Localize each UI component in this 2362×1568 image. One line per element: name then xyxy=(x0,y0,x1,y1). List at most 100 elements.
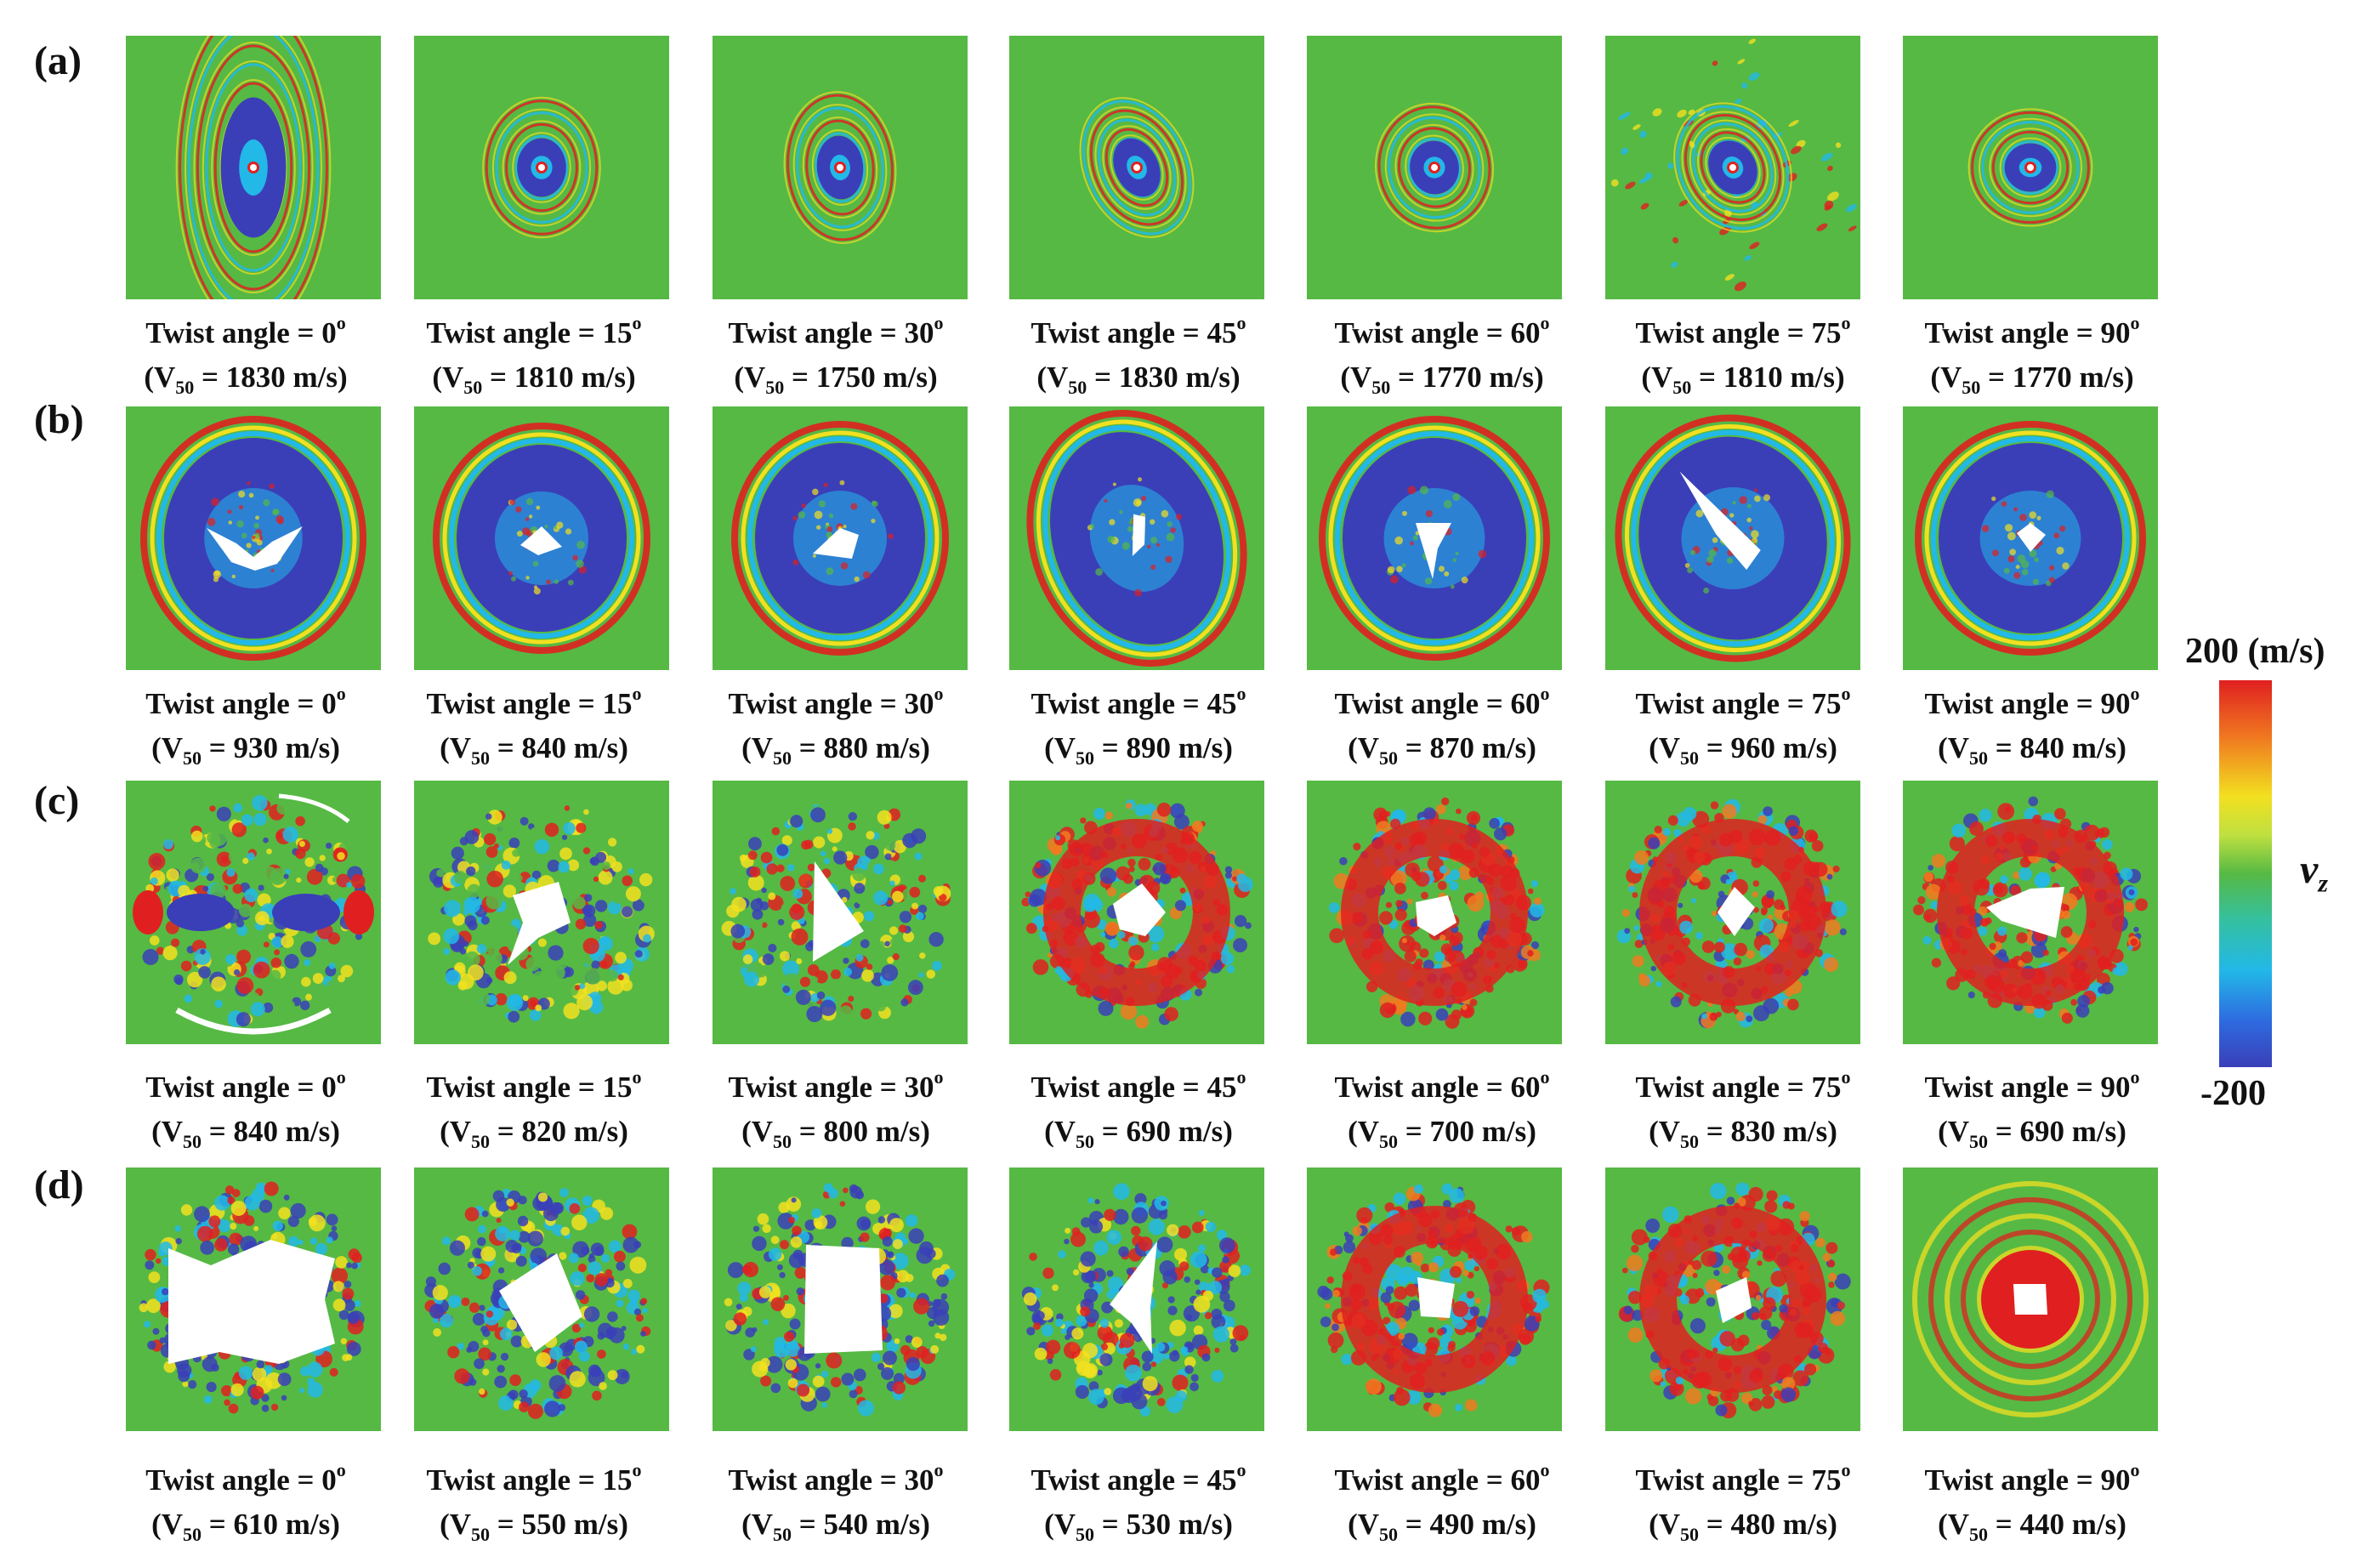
velocity-map-image xyxy=(1605,36,1860,299)
twist-angle-prefix: Twist angle = xyxy=(1635,316,1812,349)
twist-angle-prefix: Twist angle = xyxy=(1334,1071,1511,1104)
v50-value: 1770 xyxy=(1422,361,1482,394)
v50-subscript: 50 xyxy=(1969,1131,1989,1152)
panel-caption: Twist angle = 90o (V50 = 690 m/s) xyxy=(1879,1065,2185,1154)
twist-angle-prefix: Twist angle = xyxy=(426,1071,603,1104)
v50-symbol: V xyxy=(1047,361,1069,394)
v50-line: (V50 = 480 m/s) xyxy=(1649,1508,1837,1545)
colorbar-variable: v xyxy=(2300,847,2319,892)
velocity-map-image xyxy=(1009,36,1264,299)
colorbar-variable-subscript: z xyxy=(2318,869,2328,898)
v50-subscript: 50 xyxy=(183,747,202,769)
v50-symbol: V xyxy=(1357,1508,1380,1541)
v50-subscript: 50 xyxy=(1076,1131,1095,1152)
twist-angle-value: 60 xyxy=(1510,687,1541,720)
degree-mark: o xyxy=(934,312,944,333)
v50-line: (V50 = 800 m/s) xyxy=(741,1115,930,1152)
v50-symbol: V xyxy=(744,361,766,394)
v50-symbol: V xyxy=(154,361,176,394)
twist-angle-line: Twist angle = 60o xyxy=(1289,311,1595,355)
v50-subscript: 50 xyxy=(1379,1524,1399,1545)
twist-angle-line: Twist angle = 45o xyxy=(985,1065,1292,1110)
v50-value: 1750 xyxy=(815,361,876,394)
v50-line: (V50 = 1750 m/s) xyxy=(734,361,938,398)
velocity-map-image xyxy=(1605,781,1860,1044)
v50-subscript: 50 xyxy=(1076,747,1095,769)
twist-angle-prefix: Twist angle = xyxy=(1924,687,2101,720)
v50-line: (V50 = 610 m/s) xyxy=(151,1508,340,1545)
panel-caption: Twist angle = 15o (V50 = 550 m/s) xyxy=(381,1458,687,1547)
panel-caption: Twist angle = 60o (V50 = 490 m/s) xyxy=(1289,1458,1595,1547)
v50-symbol: V xyxy=(1658,731,1681,764)
velocity-map-panel xyxy=(1605,1167,1860,1431)
panel-caption: Twist angle = 30o (V50 = 800 m/s) xyxy=(683,1065,989,1154)
v50-value: 820 xyxy=(521,1115,566,1148)
v50-value: 840 xyxy=(233,1115,278,1148)
twist-angle-line: Twist angle = 75o xyxy=(1590,1458,1896,1503)
twist-angle-value: 75 xyxy=(1811,687,1842,720)
v50-line: (V50 = 700 m/s) xyxy=(1348,1115,1536,1152)
v50-symbol: V xyxy=(1947,731,1970,764)
velocity-map-image xyxy=(126,1167,381,1431)
twist-angle-line: Twist angle = 90o xyxy=(1879,1458,2185,1503)
v50-subscript: 50 xyxy=(1969,747,1989,769)
v50-line: (V50 = 540 m/s) xyxy=(741,1508,930,1545)
velocity-map-image xyxy=(1307,406,1562,670)
velocity-map-image xyxy=(1903,781,2158,1044)
velocity-map-panel xyxy=(1307,1167,1562,1431)
panel-caption: Twist angle = 0o (V50 = 930 m/s) xyxy=(93,682,399,770)
v50-line: (V50 = 870 m/s) xyxy=(1348,731,1536,769)
degree-mark: o xyxy=(336,1066,346,1088)
twist-angle-prefix: Twist angle = xyxy=(1635,1463,1812,1497)
twist-angle-prefix: Twist angle = xyxy=(728,687,905,720)
v50-subscript: 50 xyxy=(1371,377,1391,398)
velocity-map-image xyxy=(126,406,381,670)
degree-mark: o xyxy=(336,312,346,333)
twist-angle-prefix: Twist angle = xyxy=(728,1071,905,1104)
v50-subscript: 50 xyxy=(1068,377,1087,398)
twist-angle-prefix: Twist angle = xyxy=(1031,1071,1207,1104)
twist-angle-value: 30 xyxy=(904,1463,934,1497)
twist-angle-prefix: Twist angle = xyxy=(145,1463,322,1497)
twist-angle-value: 45 xyxy=(1207,1071,1237,1104)
twist-angle-prefix: Twist angle = xyxy=(1031,687,1207,720)
colorbar-min-label: -200 xyxy=(2200,1074,2266,1113)
v50-unit: m/s xyxy=(1170,1115,1224,1148)
degree-mark: o xyxy=(1841,312,1851,333)
v50-subscript: 50 xyxy=(1680,1131,1700,1152)
velocity-map-panel xyxy=(1605,36,1860,299)
v50-value: 440 xyxy=(2019,1508,2064,1541)
v50-symbol: V xyxy=(161,1115,184,1148)
twist-angle-value: 30 xyxy=(904,316,934,349)
velocity-map-panel xyxy=(126,36,381,299)
v50-line: (V50 = 960 m/s) xyxy=(1649,731,1837,769)
panel-caption: Twist angle = 15o (V50 = 1810 m/s) xyxy=(381,311,687,400)
v50-value: 690 xyxy=(2019,1115,2064,1148)
v50-value: 930 xyxy=(233,731,278,764)
v50-line: (V50 = 550 m/s) xyxy=(440,1508,628,1545)
twist-angle-value: 90 xyxy=(2100,1071,2131,1104)
v50-unit: m/s xyxy=(1774,731,1828,764)
velocity-map-image xyxy=(1009,1167,1264,1431)
v50-value: 840 xyxy=(521,731,566,764)
velocity-map-image xyxy=(713,36,968,299)
v50-value: 610 xyxy=(233,1508,278,1541)
v50-symbol: V xyxy=(449,1115,472,1148)
velocity-map-image xyxy=(713,781,968,1044)
twist-angle-prefix: Twist angle = xyxy=(145,687,322,720)
twist-angle-line: Twist angle = 0o xyxy=(93,682,399,726)
twist-angle-value: 15 xyxy=(602,1071,633,1104)
velocity-map-panel xyxy=(1605,406,1860,670)
v50-subscript: 50 xyxy=(1379,1131,1399,1152)
velocity-map-image xyxy=(1605,1167,1860,1431)
v50-unit: m/s xyxy=(1473,731,1527,764)
degree-mark: o xyxy=(2130,683,2140,704)
twist-angle-line: Twist angle = 60o xyxy=(1289,1065,1595,1110)
v50-unit: m/s xyxy=(2071,361,2124,394)
v50-symbol: V xyxy=(1651,361,1673,394)
v50-unit: m/s xyxy=(1473,1508,1527,1541)
degree-mark: o xyxy=(934,1066,944,1088)
v50-symbol: V xyxy=(751,731,774,764)
velocity-map-image xyxy=(1903,36,2158,299)
v50-subscript: 50 xyxy=(1962,377,1981,398)
